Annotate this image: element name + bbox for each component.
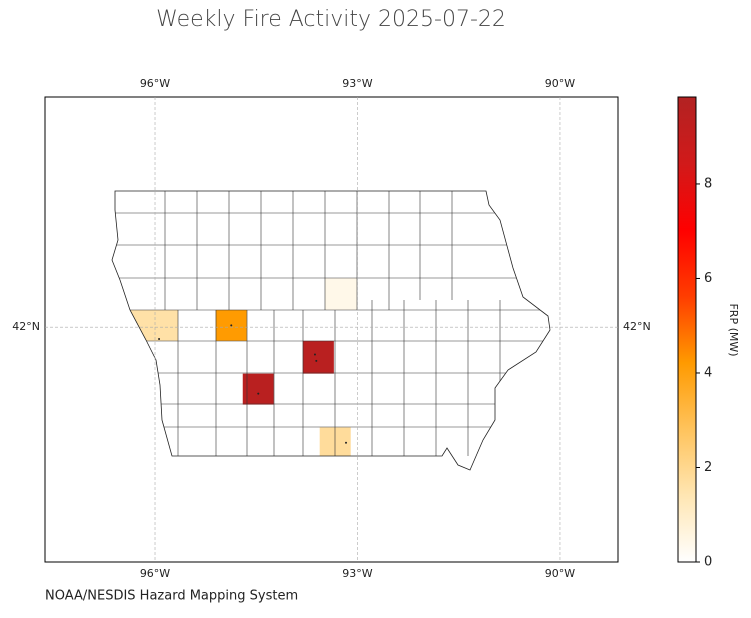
colorbar (677, 96, 697, 563)
lat-label-left: 42°N (12, 320, 40, 333)
state-outline (111, 190, 551, 471)
fire-point (315, 359, 318, 362)
fire-point (158, 338, 161, 341)
colorbar-tick-label: 0 (704, 555, 712, 570)
colorbar-tick-label: 4 (704, 365, 712, 380)
county-layer (130, 278, 357, 457)
fire-point (345, 441, 348, 444)
colorbar-label: FRP (MW) (727, 303, 740, 356)
fire-point (257, 392, 260, 395)
title: Weekly Fire Activity 2025-07-22 (156, 7, 506, 32)
source-note: NOAA/NESDIS Hazard Mapping System (45, 589, 298, 604)
lon-label-top: 96°W (140, 77, 170, 90)
county-fill (325, 278, 357, 310)
county-fill (302, 340, 334, 374)
map-frame (44, 96, 619, 563)
lon-label-top: 90°W (545, 77, 575, 90)
lon-label-top: 93°W (342, 77, 372, 90)
colorbar-tick-label: 2 (704, 460, 712, 475)
county-fill (242, 373, 274, 405)
lon-label-bottom: 93°W (342, 567, 372, 580)
colorbar-tick-label: 6 (704, 271, 712, 286)
fire-point (313, 353, 316, 356)
lat-label-right: 42°N (623, 320, 651, 333)
county-borders (112, 191, 550, 456)
colorbar-tick-label: 8 (704, 176, 712, 191)
lon-label-bottom: 90°W (545, 567, 575, 580)
lon-label-bottom: 96°W (140, 567, 170, 580)
fire-point (230, 324, 233, 327)
